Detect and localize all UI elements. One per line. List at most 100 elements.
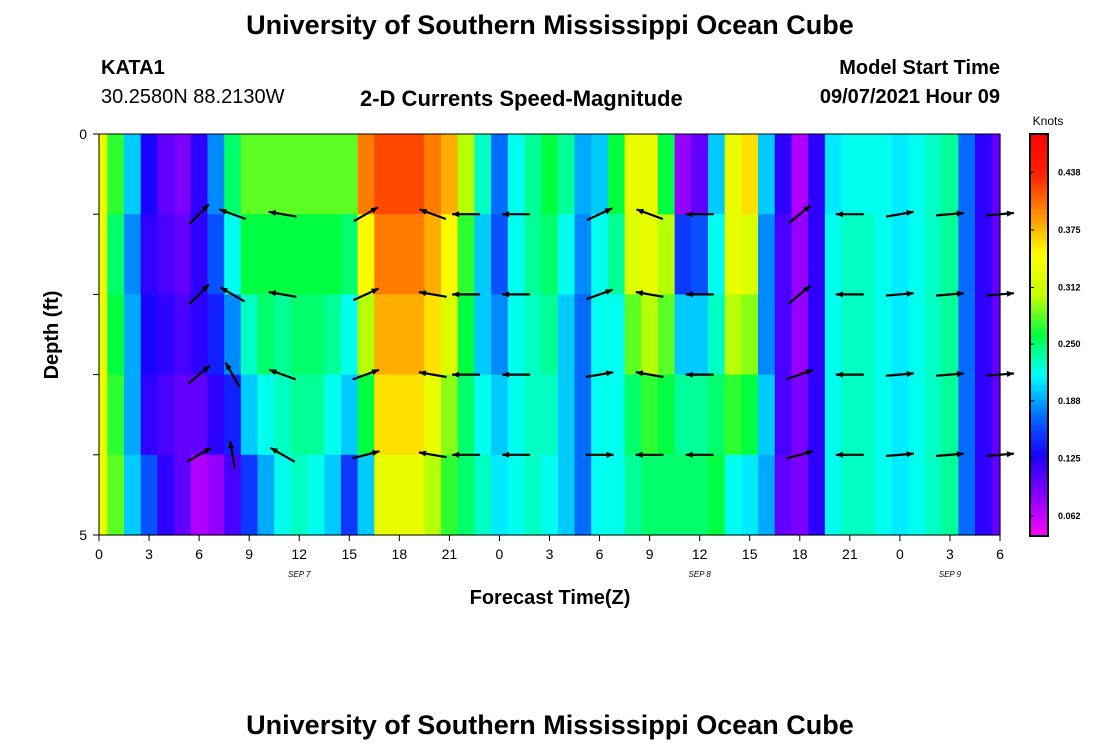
heatmap-cell [624, 374, 642, 456]
x-tick-label: 18 [792, 546, 808, 562]
heatmap-cell [374, 374, 392, 456]
colorbar-segment [1030, 294, 1048, 301]
heatmap-cell [407, 294, 425, 376]
heatmap-cell [974, 374, 993, 456]
heatmap-cell [224, 294, 242, 376]
heatmap-cell [958, 134, 976, 215]
current-vector-arrow [353, 206, 379, 223]
heatmap-cell [107, 454, 125, 536]
heatmap-cell [507, 134, 526, 215]
heatmap-cell [841, 214, 859, 295]
colorbar-segment [1030, 224, 1048, 231]
colorbar-segment [1030, 179, 1048, 185]
current-vector-arrow [268, 210, 297, 218]
colorbar-tick-label: 0.375 [1058, 225, 1081, 235]
current-vectors [186, 203, 1014, 469]
current-vector-arrow [452, 211, 481, 218]
heatmap-cell [424, 454, 442, 536]
heatmap-cell [574, 134, 592, 215]
heatmap-cell [941, 134, 959, 215]
heatmap-cell [724, 214, 742, 295]
heatmap-cell [157, 374, 175, 456]
heatmap-cell [240, 454, 259, 536]
y-tick-label: 0 [79, 126, 87, 142]
heatmap-cell [758, 374, 776, 456]
station-id: KATA1 [101, 57, 165, 79]
colorbar-segment [1030, 219, 1048, 226]
heatmap-cell [424, 294, 442, 376]
current-vector-arrow [935, 371, 964, 377]
heatmap-cell [808, 374, 826, 456]
current-vector-arrow [269, 368, 297, 381]
colorbar-segment [1030, 259, 1048, 266]
current-vector-arrow [788, 284, 812, 305]
heatmap-cell [724, 374, 742, 456]
heatmap-cell [107, 294, 125, 376]
heatmap-cell [441, 134, 459, 215]
heatmap-cell [390, 214, 409, 295]
x-tick-label: 12 [291, 546, 307, 562]
colorbar-segment [1030, 340, 1048, 346]
colorbar-segment [1030, 154, 1048, 160]
colorbar-segment [1030, 485, 1048, 492]
heatmap-cell [257, 134, 275, 215]
heatmap-cell [190, 294, 209, 376]
x-tick-label: 3 [546, 546, 554, 562]
heatmap-cell [841, 294, 859, 376]
colorbar-segment [1030, 279, 1048, 286]
colorbar-segment [1030, 490, 1048, 497]
heatmap-cell [99, 374, 108, 456]
heatmap-cell [324, 294, 342, 376]
heatmap-cell [708, 134, 726, 215]
current-vector-arrow [835, 371, 864, 378]
heatmap-cell [908, 374, 926, 456]
heatmap-cell [307, 134, 325, 215]
heatmap-cell [874, 214, 893, 295]
colorbar-segment [1030, 314, 1048, 321]
heatmap-cell [941, 454, 959, 536]
current-vector-arrow [218, 208, 246, 221]
heatmap-cell [791, 134, 809, 215]
heatmap-cell [99, 214, 108, 295]
colorbar-segment [1030, 420, 1048, 427]
current-vector-arrow [636, 208, 664, 221]
heatmap-cell [674, 374, 692, 456]
heatmap-cell [607, 374, 626, 456]
heatmap-cell [424, 374, 442, 456]
colorbar-segment [1030, 425, 1048, 432]
heatmap-cell [224, 134, 242, 215]
heatmap-cell [274, 294, 292, 376]
heatmap-cell [340, 134, 359, 215]
heatmap-cell [891, 454, 909, 536]
colorbar-segment [1030, 530, 1048, 537]
heatmap-cell [758, 294, 776, 376]
heatmap-cell [357, 134, 375, 215]
heatmap-cell [457, 214, 476, 295]
heatmap-cell [290, 294, 309, 376]
heatmap-cell [340, 294, 359, 376]
footer-title: University of Southern Mississippi Ocean… [246, 710, 854, 740]
colorbar-segment [1030, 500, 1048, 507]
model-start-label: Model Start Time [839, 57, 1000, 79]
current-vector-arrow [635, 290, 664, 298]
current-vector-arrow [885, 210, 914, 218]
colorbar-segment [1030, 229, 1048, 236]
heatmap-cell [307, 374, 325, 456]
current-vector-arrow [452, 371, 481, 378]
colorbar-segment [1030, 309, 1048, 316]
heatmap-cell [891, 294, 909, 376]
heatmap-cell [140, 454, 158, 536]
colorbar-tick-label: 0.062 [1058, 511, 1081, 521]
heatmap-cell [891, 214, 909, 295]
heatmap-cell [991, 214, 1001, 295]
heatmap-cell [424, 214, 442, 295]
heatmap-cell [557, 374, 576, 456]
current-vector-arrow [352, 450, 380, 460]
colorbar-segment [1030, 440, 1048, 447]
colorbar-tick-label: 0.250 [1058, 339, 1081, 349]
heatmap-cell [207, 134, 225, 215]
colorbar-segment [1030, 465, 1048, 472]
heatmap-cell [441, 454, 459, 536]
colorbar-segment [1030, 164, 1048, 170]
